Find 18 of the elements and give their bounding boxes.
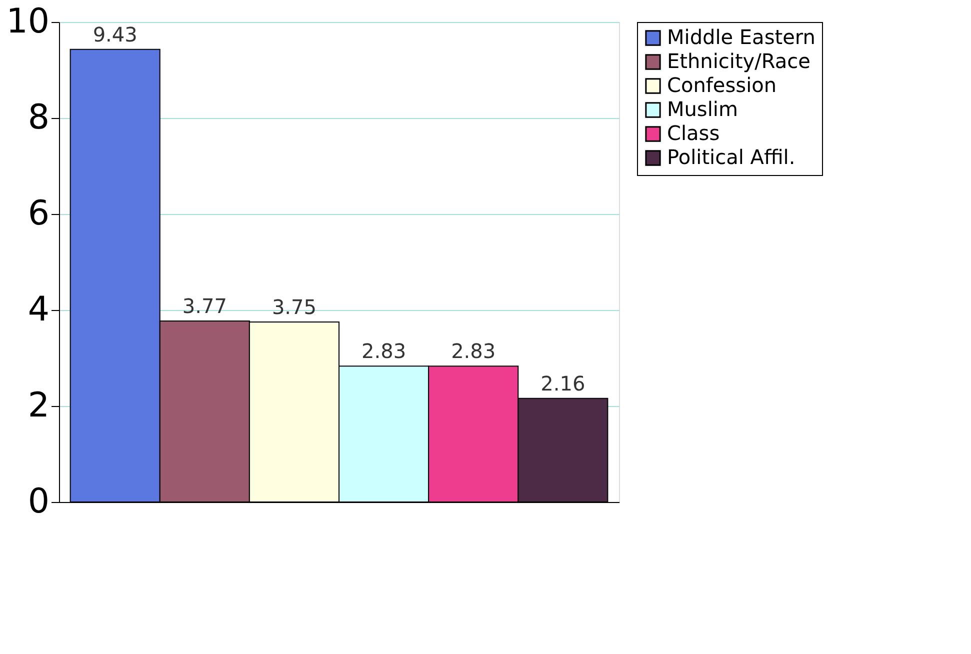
legend-label: Class [667, 121, 720, 145]
legend-label: Political Affil. [667, 145, 796, 169]
data-label: 3.75 [272, 295, 316, 319]
legend-label: Confession [667, 73, 777, 97]
y-tick-label: 6 [28, 194, 50, 234]
y-tick-label: 8 [28, 98, 50, 138]
y-tick-label: 4 [28, 290, 50, 330]
legend-label: Middle Eastern [667, 25, 816, 49]
legend-label: Muslim [667, 97, 738, 121]
data-label: 9.43 [92, 22, 138, 46]
data-label: 2.83 [362, 339, 406, 364]
y-tick-label: 2 [28, 386, 50, 426]
legend-label: Ethnicity/Race [667, 49, 810, 73]
data-label: 2.16 [540, 371, 586, 396]
y-tick-label: 0 [28, 482, 50, 522]
y-tick-label: 10 [6, 2, 50, 42]
data-label: 3.77 [182, 294, 227, 318]
data-label: 2.83 [451, 339, 496, 364]
